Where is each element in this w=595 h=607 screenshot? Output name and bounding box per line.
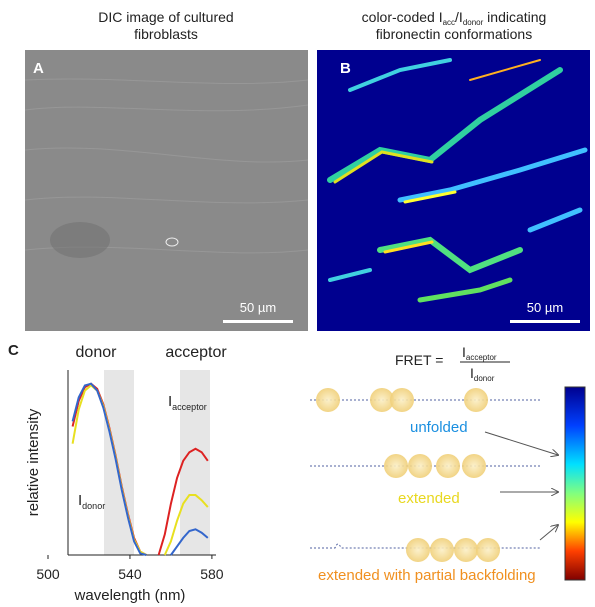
x-tick-label: 580 [200, 566, 224, 582]
bead [476, 538, 500, 562]
formula: FRET = Iacceptor Idonor [395, 344, 510, 383]
panel-letter: C [8, 342, 19, 359]
band-label: acceptor [165, 344, 227, 361]
bead [406, 538, 430, 562]
arrows [485, 432, 558, 540]
bead [430, 538, 454, 562]
panel-letter: B [340, 60, 351, 77]
panel-letter: A [33, 60, 44, 77]
bead [316, 388, 340, 412]
bead [462, 454, 486, 478]
formula-den: Idonor [470, 365, 495, 383]
scale-bar [510, 320, 580, 323]
panel-title: color-coded Iacc/Idonor indicating [362, 9, 547, 27]
subscript: acceptor [172, 402, 207, 412]
bead [408, 454, 432, 478]
panel-title: DIC image of cultured [98, 9, 233, 25]
color-bar [565, 387, 585, 580]
shadow [50, 222, 110, 258]
panel-title: fibronectin conformations [376, 26, 532, 42]
x-tick-label: 500 [36, 566, 60, 582]
figure: DIC image of cultured fibroblasts A 50 µ… [0, 0, 595, 607]
x-tick-label: 540 [118, 566, 142, 582]
bead [390, 388, 414, 412]
state-label: extended [398, 490, 460, 507]
bead [454, 538, 478, 562]
bead [464, 388, 488, 412]
y-axis-label: relative intensity [25, 408, 42, 516]
acceptor-band [180, 370, 210, 555]
title-part: color-coded I [362, 9, 443, 25]
dic-image [25, 50, 308, 331]
scale-label: 50 µm [527, 300, 563, 315]
x-axis-label: wavelength (nm) [74, 587, 186, 604]
chart: donor acceptor 500 540 580 wavelength (nm) rel… [25, 344, 227, 604]
band-label: donor [76, 344, 118, 361]
state-label: extended with partial backfolding [318, 567, 536, 584]
scale-label: 50 µm [240, 300, 276, 315]
chains [310, 388, 540, 562]
formula-num: Iacceptor [462, 344, 497, 362]
subscript: donor [474, 374, 495, 383]
subscript: donor [82, 501, 105, 511]
title-part: /I [455, 9, 463, 25]
state-label: unfolded [410, 419, 468, 436]
title-part: indicating [483, 9, 546, 25]
annotation: Idonor [78, 492, 105, 511]
formula-lhs: FRET = [395, 352, 443, 368]
subscript: acceptor [466, 353, 497, 362]
bead [436, 454, 460, 478]
panel-title: fibroblasts [134, 26, 198, 42]
scale-bar [223, 320, 293, 323]
bead [384, 454, 408, 478]
